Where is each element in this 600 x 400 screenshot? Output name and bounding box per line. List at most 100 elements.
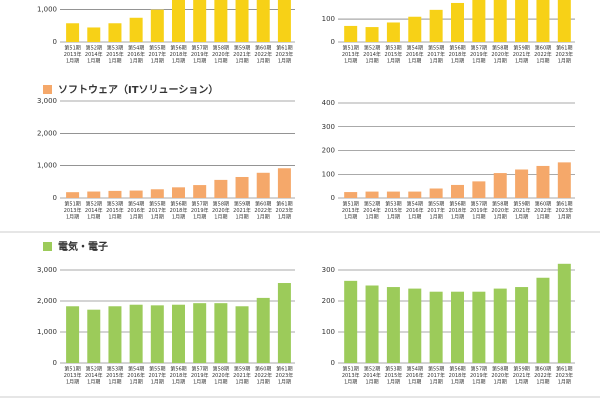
bar — [429, 9, 443, 42]
x-tick-label: 第53期 — [107, 201, 123, 208]
x-tick-label: 2022年 — [254, 51, 272, 58]
bar — [386, 191, 400, 198]
x-tick-label: 2017年 — [148, 51, 166, 58]
x-tick-label: 第53期 — [385, 201, 401, 208]
x-tick-label: 第54期 — [128, 201, 144, 208]
x-tick-label: 1月期 — [344, 380, 357, 386]
x-tick-label: 1月期 — [193, 59, 206, 65]
x-tick-label: 2016年 — [406, 207, 424, 214]
x-tick-label: 第55期 — [428, 201, 444, 208]
bar — [87, 27, 101, 42]
x-tick-label: 1月期 — [558, 380, 571, 386]
x-tick-label: 2013年 — [342, 51, 360, 58]
bar — [536, 165, 550, 198]
x-tick-label: 1月期 — [87, 59, 100, 65]
x-tick-label: 第54期 — [407, 45, 423, 52]
x-tick-label: 1月期 — [365, 215, 378, 221]
y-tick-label: 1,000 — [37, 328, 57, 336]
x-tick-label: 2022年 — [254, 207, 272, 214]
x-tick-label: 2021年 — [513, 51, 531, 58]
x-tick-label: 2018年 — [449, 51, 467, 58]
x-tick-label: 1月期 — [172, 380, 185, 386]
x-tick-label: 第61期 — [276, 201, 292, 208]
bar — [557, 263, 571, 363]
bar — [472, 0, 486, 43]
x-tick-label: 第58期 — [213, 201, 229, 208]
x-tick-label: 第59期 — [234, 45, 250, 52]
x-tick-label: 第61期 — [276, 366, 292, 373]
x-tick-label: 第56期 — [170, 45, 186, 52]
x-tick-label: 1月期 — [130, 380, 143, 386]
x-tick-label: 2019年 — [191, 51, 209, 58]
x-tick-label: 1月期 — [536, 215, 549, 221]
x-tick-label: 第60期 — [255, 366, 271, 373]
bar — [408, 16, 422, 42]
x-tick-label: 第56期 — [449, 366, 465, 373]
x-tick-label: 1月期 — [278, 380, 291, 386]
section-marker — [43, 242, 52, 251]
x-tick-label: 2017年 — [427, 372, 445, 379]
x-tick-label: 第54期 — [128, 366, 144, 373]
x-tick-label: 2020年 — [212, 372, 230, 379]
x-tick-label: 第58期 — [213, 45, 229, 52]
x-tick-label: 第61期 — [276, 45, 292, 52]
x-tick-label: 第53期 — [107, 45, 123, 52]
bar — [129, 304, 143, 363]
bar — [150, 305, 164, 363]
x-tick-label: 1月期 — [494, 380, 507, 386]
x-tick-label: 2015年 — [106, 51, 124, 58]
x-tick-label: 第59期 — [513, 45, 529, 52]
x-tick-label: 第58期 — [492, 201, 508, 208]
x-tick-label: 1月期 — [66, 59, 79, 65]
x-tick-label: 1月期 — [451, 380, 464, 386]
x-tick-label: 第57期 — [191, 366, 207, 373]
x-tick-label: 第57期 — [191, 45, 207, 52]
x-tick-label: 第61期 — [556, 366, 572, 373]
x-tick-label: 第58期 — [492, 45, 508, 52]
x-tick-label: 第56期 — [170, 201, 186, 208]
y-tick-label: 3,000 — [37, 266, 57, 274]
x-tick-label: 1月期 — [344, 215, 357, 221]
x-tick-label: 第54期 — [407, 366, 423, 373]
x-tick-label: 1月期 — [257, 380, 270, 386]
y-tick-label: 100 — [322, 170, 335, 178]
x-tick-label: 2013年 — [342, 372, 360, 379]
x-tick-label: 2020年 — [212, 207, 230, 214]
bar — [214, 0, 228, 42]
bar — [193, 303, 207, 363]
bar — [277, 168, 291, 198]
x-tick-label: 1月期 — [536, 59, 549, 65]
y-tick-label: 0 — [53, 38, 57, 46]
bar — [515, 0, 529, 42]
bar — [235, 306, 249, 363]
x-tick-label: 第55期 — [149, 366, 165, 373]
x-tick-label: 2023年 — [276, 372, 294, 379]
x-tick-label: 1月期 — [472, 380, 485, 386]
x-tick-label: 2018年 — [449, 207, 467, 214]
x-tick-label: 1月期 — [536, 380, 549, 386]
x-tick-label: 1月期 — [193, 380, 206, 386]
bar — [429, 188, 443, 198]
x-tick-label: 1月期 — [257, 59, 270, 65]
x-tick-label: 第55期 — [149, 201, 165, 208]
x-tick-label: 1月期 — [430, 380, 443, 386]
x-tick-label: 2023年 — [276, 51, 294, 58]
x-tick-label: 1月期 — [235, 215, 248, 221]
x-tick-label: 1月期 — [235, 59, 248, 65]
x-tick-label: 1月期 — [430, 215, 443, 221]
x-tick-label: 1月期 — [214, 380, 227, 386]
x-tick-label: 第57期 — [471, 45, 487, 52]
x-tick-label: 第54期 — [128, 45, 144, 52]
x-tick-label: 1月期 — [472, 215, 485, 221]
x-tick-label: 第51期 — [64, 366, 80, 373]
bar — [515, 287, 529, 363]
x-tick-label: 2018年 — [170, 372, 188, 379]
y-tick-label: 1,000 — [37, 6, 57, 14]
bar — [193, 0, 207, 43]
x-tick-label: 第52期 — [86, 45, 102, 52]
x-tick-label: 2019年 — [191, 372, 209, 379]
bar — [557, 0, 571, 42]
bar — [235, 176, 249, 198]
x-tick-label: 第53期 — [385, 366, 401, 373]
